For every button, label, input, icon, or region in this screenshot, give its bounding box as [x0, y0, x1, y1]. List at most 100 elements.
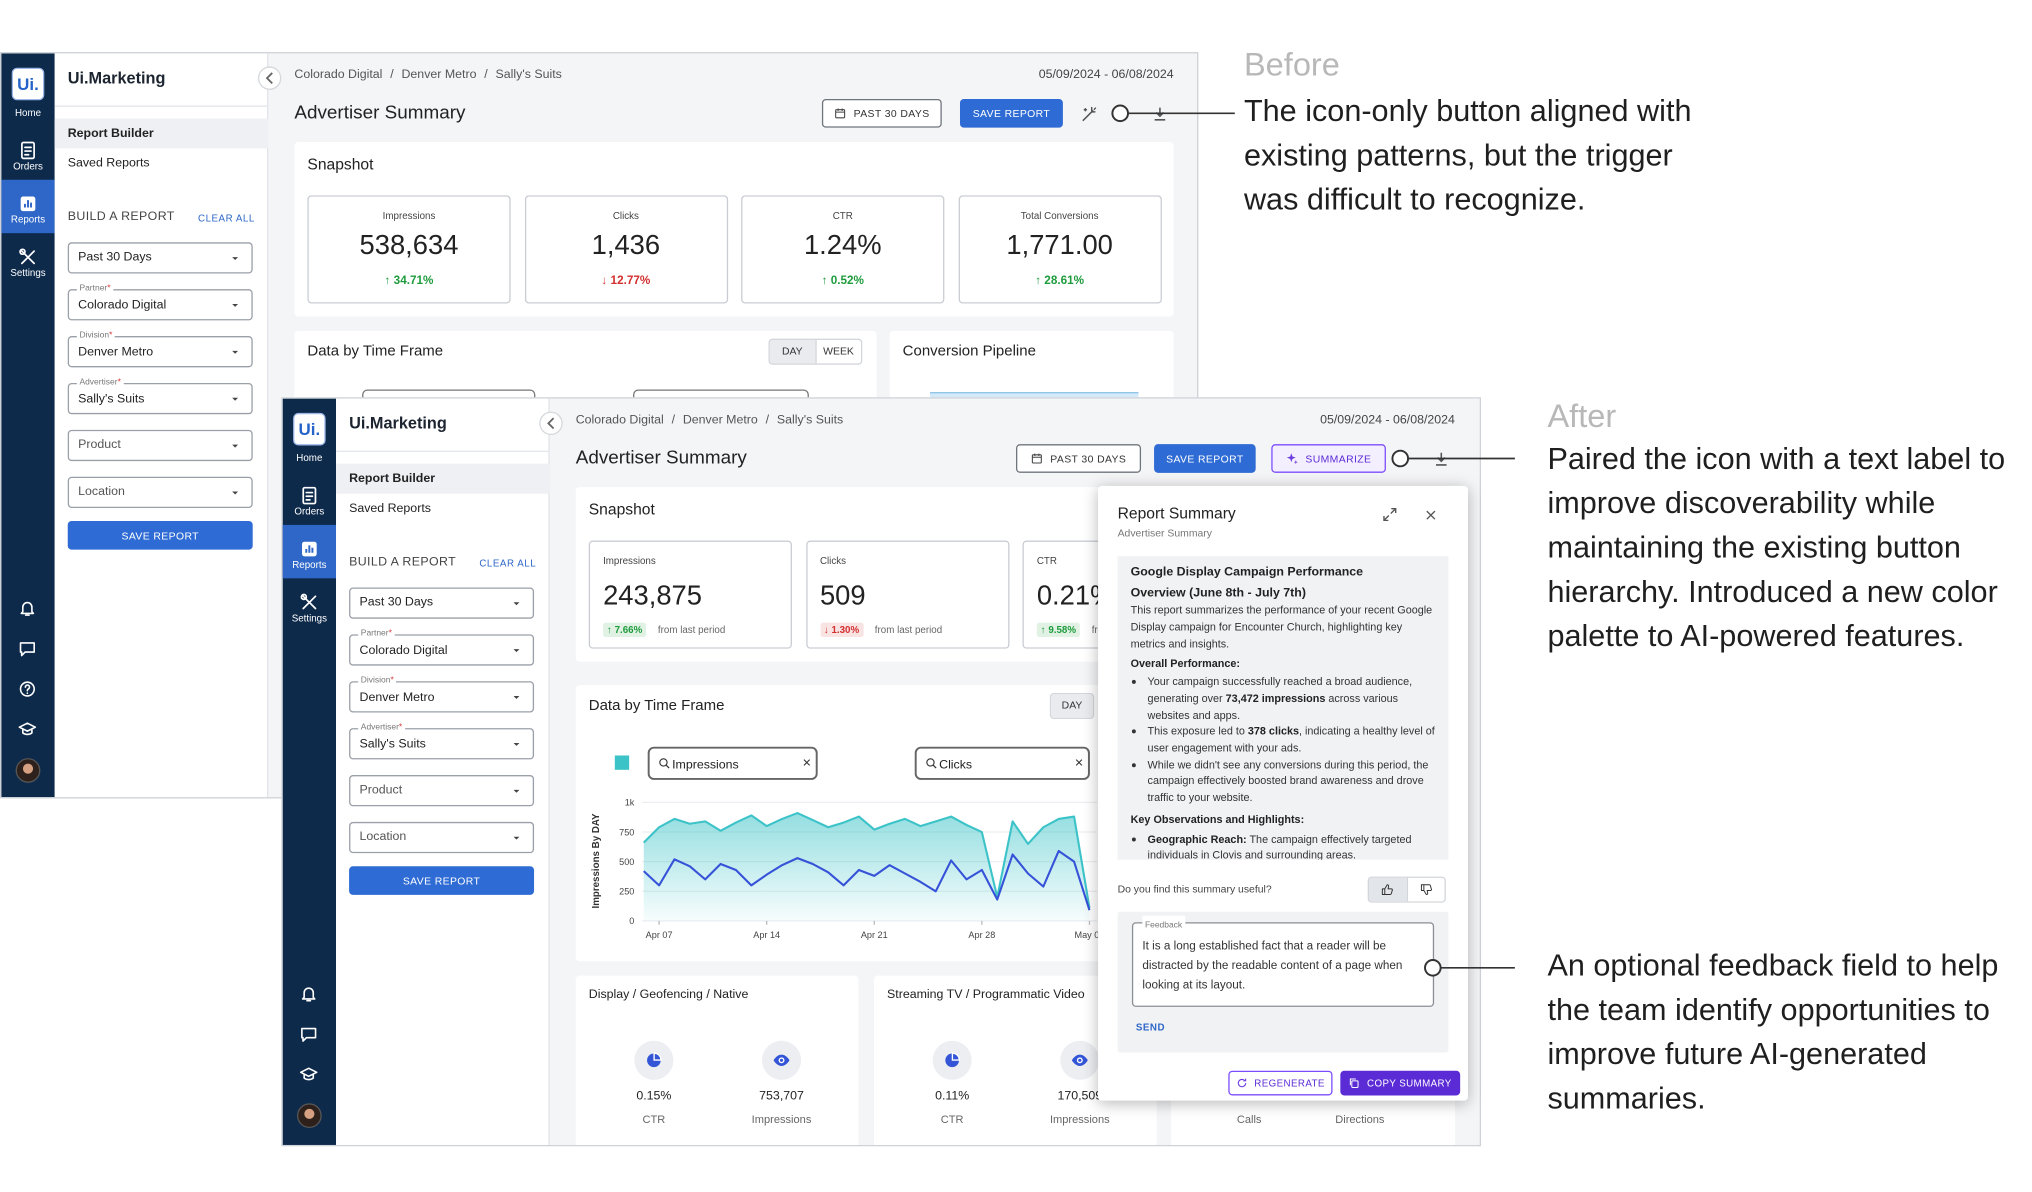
dropdown-caret — [232, 350, 239, 354]
left-panel: Ui.Marketing Report Builder Saved Reports B… — [336, 398, 550, 1145]
filter-label-text: Advertiser — [360, 722, 399, 733]
filter-dropdown[interactable]: Division* Denver Metro — [67, 330, 253, 368]
page-title: Advertiser Summary — [575, 448, 747, 469]
nav-label[interactable]: Settings — [10, 267, 46, 279]
calendar-icon — [835, 108, 846, 119]
summary-intro: This report summarizes the performance o… — [1130, 603, 1433, 650]
kpi-change-row: ↑ 7.66% from last period — [603, 622, 725, 637]
required-mark: * — [398, 722, 403, 733]
dropdown-caret — [513, 742, 520, 746]
icon-part — [1154, 107, 1166, 121]
feedback-text: It is a long established fact that a rea… — [1142, 939, 1403, 992]
icon-part — [232, 397, 239, 401]
metric-icon — [1060, 1040, 1100, 1080]
metric-value: 0.11% — [935, 1088, 970, 1104]
icon-part — [1382, 884, 1394, 896]
menu-item-active[interactable]: Report Builder — [54, 118, 269, 149]
summary-text: 73,472 impressions — [1225, 691, 1326, 705]
section-title: BUILD A REPORT — [67, 209, 175, 225]
filter-dropdown[interactable]: Location — [67, 476, 253, 508]
filter-dropdown[interactable]: Advertiser* Sally's Suits — [349, 722, 535, 760]
breadcrumb: Sally's Suits — [495, 67, 562, 83]
toggle-option[interactable]: DAY — [1051, 694, 1093, 718]
header-button[interactable]: PAST 30 DAYS — [821, 98, 942, 128]
thumbs-up[interactable] — [1368, 877, 1407, 902]
annotation-text: An optional feedback field to help the t… — [1547, 948, 1999, 1115]
icon-part — [513, 789, 520, 793]
breadcrumb: Denver Metro — [401, 67, 477, 83]
avatar — [15, 758, 41, 783]
kpi-value: 538,634 — [359, 230, 459, 261]
divider — [54, 105, 269, 107]
download-button — [1435, 452, 1447, 466]
panel-title: Data by Time Frame — [307, 343, 444, 360]
nav-label[interactable]: Reports — [10, 213, 46, 226]
nav-label[interactable]: Orders — [13, 160, 43, 172]
toggle-option[interactable]: WEEK — [814, 339, 861, 364]
kpi-card: Clicks 1,436 ↓ 12.77% — [524, 195, 728, 304]
filter-label: Partner* — [76, 283, 114, 294]
copy-icon — [1350, 1078, 1360, 1088]
metric-icon — [634, 1040, 674, 1080]
feedback-label: Feedback — [1142, 915, 1185, 936]
button-label: COPY SUMMARY — [1367, 1077, 1452, 1089]
nav-label[interactable]: Reports — [292, 558, 327, 571]
nav-label[interactable]: Orders — [294, 505, 325, 518]
icon-part — [300, 593, 308, 601]
filter-dropdown[interactable]: Partner* Colorado Digital — [67, 283, 253, 321]
thumbs-toggle — [1367, 876, 1446, 903]
save-button[interactable]: SAVE REPORT — [67, 521, 253, 550]
metric-value: 753,707 — [759, 1088, 804, 1104]
filter-dropdown[interactable]: Partner* Colorado Digital — [349, 629, 535, 666]
filter-value: Sally's Suits — [359, 737, 426, 752]
thumbs-down[interactable] — [1406, 877, 1444, 902]
clear-all[interactable]: CLEAR ALL — [197, 212, 255, 225]
app-name: Ui.Marketing — [349, 414, 447, 433]
filter-dropdown[interactable]: Past 30 Days — [349, 587, 535, 619]
channel-title: Display / Geofencing / Native — [588, 987, 749, 1002]
filter-dropdown[interactable]: Division* Denver Metro — [349, 676, 535, 713]
kpi-value: 1,771.00 — [1006, 230, 1113, 261]
summary-action[interactable]: REGENERATE — [1228, 1070, 1333, 1096]
filter-dropdown[interactable]: Past 30 Days — [67, 242, 253, 274]
kpi-card: Impressions 243,875 ↑ 7.66% from last perio… — [588, 540, 792, 649]
header-button[interactable]: SAVE REPORT — [1154, 444, 1256, 473]
icon-part — [1287, 453, 1299, 465]
nav-label[interactable]: Home — [14, 106, 42, 119]
filter-dropdown[interactable]: Advertiser* Sally's Suits — [67, 377, 253, 415]
icon-part — [1237, 1078, 1247, 1088]
kpi-value: 509 — [819, 580, 866, 611]
header-button[interactable]: PAST 30 DAYS — [1015, 444, 1142, 473]
annotation-heading: Before — [1243, 46, 1340, 84]
metric-icon — [761, 1040, 802, 1080]
clear-all[interactable]: CLEAR ALL — [479, 557, 537, 570]
feedback-field[interactable]: Feedback It is a long established fact th… — [1131, 915, 1435, 1007]
header-button[interactable]: SUMMARIZE — [1271, 444, 1386, 473]
send-button[interactable]: SEND — [1135, 1021, 1166, 1033]
save-button[interactable]: SAVE REPORT — [349, 866, 535, 895]
sidebar: Ui. Home Orders Reports Settings — [282, 398, 337, 1145]
nav-label[interactable]: Home — [296, 451, 323, 464]
logo: Ui. — [293, 412, 326, 446]
filter-dropdown[interactable]: Product — [349, 775, 535, 807]
nav-label[interactable]: Settings — [291, 612, 328, 624]
filter-dropdown[interactable]: Location — [349, 821, 535, 854]
menu-item[interactable]: Saved Reports — [67, 156, 150, 171]
close-button — [1426, 510, 1436, 520]
kpi-change: ↑ 28.61% — [1035, 273, 1085, 287]
header-button[interactable]: SAVE REPORT — [959, 98, 1063, 128]
kpi-change: ↑ 0.52% — [821, 273, 864, 287]
icon-part — [232, 303, 239, 307]
icon-part — [305, 491, 314, 501]
summary-action[interactable]: COPY SUMMARY — [1340, 1070, 1461, 1096]
menu-item[interactable]: Saved Reports — [349, 501, 431, 516]
filter-dropdown[interactable]: Product — [67, 429, 253, 462]
icon-part — [835, 109, 846, 119]
menu-item-active[interactable]: Report Builder — [336, 463, 550, 494]
kpi-change: ↓ 12.77% — [601, 273, 651, 287]
snapshot-panel: Snapshot Impressions 538,634 ↑ 34.71% Clicks… — [294, 141, 1174, 317]
toggle-option[interactable]: DAY — [769, 339, 815, 364]
summary-heading: Google Display Campaign Performance — [1130, 565, 1364, 580]
panel-title: Conversion Pipeline — [902, 343, 1036, 360]
filter-value: Colorado Digital — [359, 643, 448, 658]
